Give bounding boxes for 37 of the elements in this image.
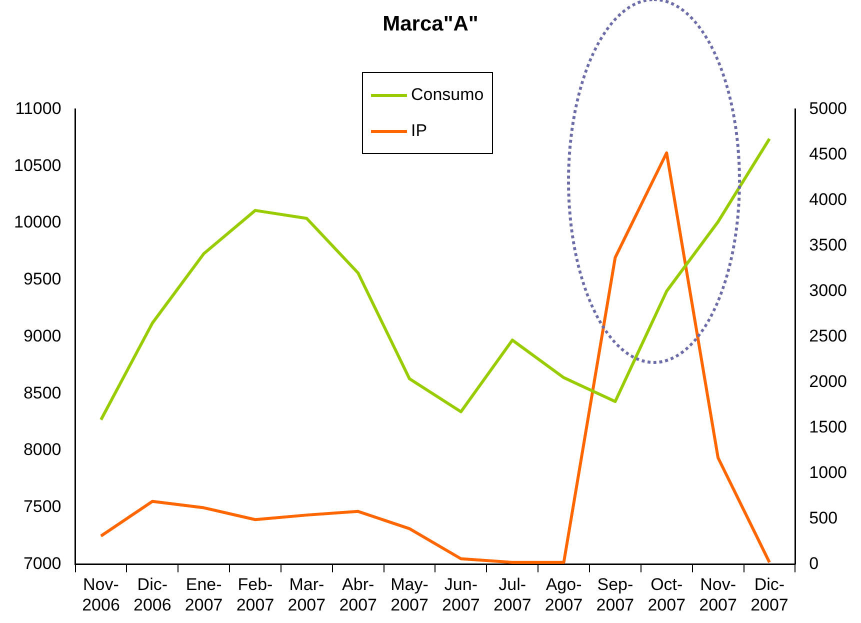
x-tick-label: Ene-2007 bbox=[184, 575, 223, 614]
y2-tick-label: 3500 bbox=[809, 235, 848, 254]
y2-tick-label: 0 bbox=[809, 554, 819, 573]
legend-label: Consumo bbox=[411, 85, 484, 105]
x-tick-label: Jun-2007 bbox=[442, 575, 480, 614]
y2-tick-label: 4500 bbox=[809, 144, 848, 164]
x-tick-label: May-2007 bbox=[390, 575, 428, 614]
y2-tick-label: 500 bbox=[809, 508, 838, 528]
y2-tick-label: 5000 bbox=[809, 98, 848, 118]
y-tick-label: 8000 bbox=[23, 440, 62, 460]
y-tick-label: 7500 bbox=[23, 497, 62, 516]
chart-title: Marca"A" bbox=[382, 12, 478, 36]
y2-tick-label: 2000 bbox=[809, 372, 848, 391]
y-tick-label: 9000 bbox=[23, 326, 62, 346]
x-tick-label: Nov-2007 bbox=[699, 575, 737, 614]
x-tick-label: Sep-2007 bbox=[596, 575, 634, 614]
x-tick-label: Ago-2007 bbox=[544, 575, 583, 614]
x-tick-label: Dic-2006 bbox=[133, 575, 172, 614]
y-tick-label: 10000 bbox=[14, 212, 62, 232]
legend-label: IP bbox=[411, 121, 428, 141]
y-tick-label: 10500 bbox=[14, 156, 62, 175]
x-tick-label: Feb-2007 bbox=[236, 575, 274, 614]
y2-tick-label: 4000 bbox=[809, 190, 848, 209]
y2-tick-label: 1500 bbox=[809, 417, 848, 436]
x-tick-label: Jul-2007 bbox=[493, 575, 532, 614]
y-tick-label: 9500 bbox=[23, 270, 62, 289]
x-tick-label: Mar-2007 bbox=[288, 575, 326, 614]
y-tick-label: 11000 bbox=[15, 98, 62, 118]
y-tick-label: 8500 bbox=[23, 383, 62, 402]
x-tick-label: Nov-2006 bbox=[82, 575, 120, 614]
x-tick-label: Oct-2007 bbox=[648, 575, 686, 614]
x-tick-label: Dic-2007 bbox=[750, 575, 788, 614]
y2-tick-label: 3000 bbox=[809, 280, 848, 300]
y2-tick-label: 2500 bbox=[809, 326, 848, 346]
x-tick-label: Abr-2007 bbox=[339, 575, 378, 614]
y2-tick-label: 1000 bbox=[809, 462, 848, 482]
y-tick-label: 7000 bbox=[23, 554, 62, 573]
